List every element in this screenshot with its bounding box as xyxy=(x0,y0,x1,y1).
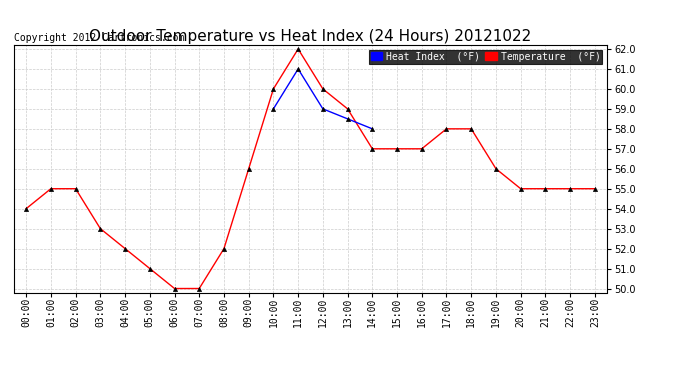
Legend: Heat Index  (°F), Temperature  (°F): Heat Index (°F), Temperature (°F) xyxy=(368,50,602,64)
Title: Outdoor Temperature vs Heat Index (24 Hours) 20121022: Outdoor Temperature vs Heat Index (24 Ho… xyxy=(90,29,531,44)
Text: Copyright 2012 Cartronics.com: Copyright 2012 Cartronics.com xyxy=(14,33,184,42)
